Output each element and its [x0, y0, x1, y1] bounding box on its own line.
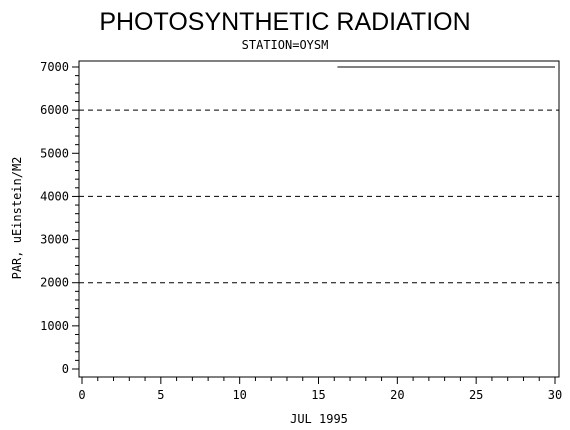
x-tick-label: 30: [548, 388, 562, 402]
y-axis-label: PAR, uEinstein/M2: [10, 157, 24, 280]
y-tick-label: 5000: [40, 146, 69, 160]
chart-title: PHOTOSYNTHETIC RADIATION: [99, 8, 470, 36]
x-axis: 0 5 10 15 20 25 30: [78, 377, 562, 402]
chart-subtitle: STATION=OYSM: [242, 38, 329, 52]
y-tick-label: 7000: [40, 60, 69, 74]
x-tick-label: 20: [390, 388, 404, 402]
x-tick-label: 0: [78, 388, 85, 402]
y-tick-label: 1000: [40, 319, 69, 333]
y-tick-label: 0: [62, 362, 69, 376]
y-tick-label: 3000: [40, 233, 69, 247]
y-axis: 0 1000 2000 3000 4000 5000 6000 7000: [40, 60, 79, 376]
x-tick-label: 25: [469, 388, 483, 402]
plot-frame: [78, 60, 560, 378]
x-tick-label: 5: [157, 388, 164, 402]
y-tick-label: 4000: [40, 189, 69, 203]
x-axis-label: JUL 1995: [290, 412, 348, 426]
gridlines: [79, 109, 559, 284]
x-tick-label: 15: [311, 388, 325, 402]
y-tick-label: 2000: [40, 276, 69, 290]
y-tick-label: 6000: [40, 103, 69, 117]
x-tick-label: 10: [232, 388, 246, 402]
